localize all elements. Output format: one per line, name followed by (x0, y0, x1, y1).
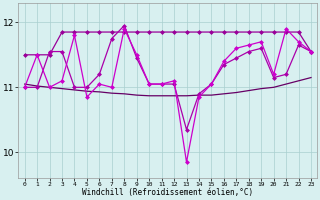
X-axis label: Windchill (Refroidissement éolien,°C): Windchill (Refroidissement éolien,°C) (82, 188, 253, 197)
